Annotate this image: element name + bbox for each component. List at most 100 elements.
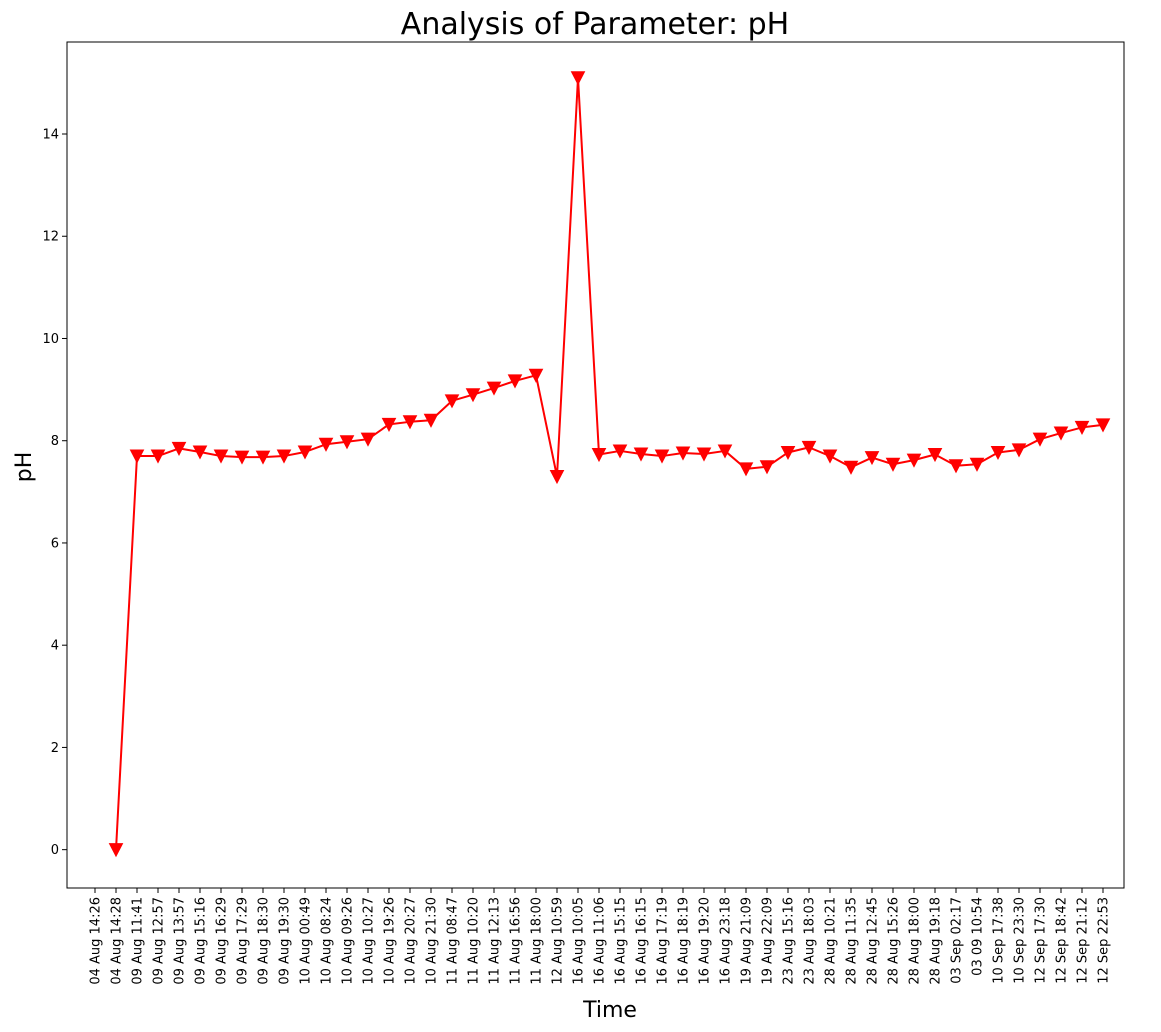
x-tick-label: 09 Aug 12:57 [152,897,167,985]
x-tick-label: 23 Aug 15:16 [782,897,797,985]
y-tick-label: 4 [51,639,59,654]
data-point [528,368,544,383]
data-point [948,459,964,474]
chart-title: Analysis of Parameter: pH [401,7,789,42]
x-tick-label: 28 Aug 11:35 [845,897,860,985]
y-axis: 0 2 4 6 8 10 12 14 [42,128,67,858]
data-point [402,415,418,430]
x-tick-label: 09 Aug 16:29 [215,897,230,985]
data-point [192,445,208,460]
data-point [591,448,607,463]
x-tick-label: 16 Aug 15:15 [614,897,629,985]
x-tick-label: 11 Aug 18:00 [530,897,545,985]
data-point [339,435,355,450]
x-tick-label: 16 Aug 23:18 [719,897,734,985]
data-point [213,449,229,464]
data-point [990,445,1006,461]
x-tick-label: 09 Aug 17:29 [236,897,251,985]
x-tick-label: 09 Aug 11:41 [131,897,146,985]
data-point [150,449,166,464]
data-point [1095,418,1111,433]
data-point [1011,443,1027,458]
data-point [381,417,397,432]
x-tick-label: 04 Aug 14:26 [89,897,104,985]
x-tick-label: 10 Aug 10:27 [362,897,377,985]
y-tick-label: 10 [42,332,59,347]
x-tick-label: 03 09 10:54 [971,897,986,976]
data-point [927,448,943,463]
data-point [633,447,649,462]
x-tick-label: 11 Aug 12:13 [488,897,503,985]
y-axis-label: pH [12,452,37,483]
data-point [906,453,922,468]
data-point [675,446,691,461]
series-layer [108,71,1111,858]
data-point [1074,420,1090,436]
x-tick-label: 09 Aug 15:16 [194,897,209,985]
x-tick-label: 11 Aug 10:20 [467,897,482,985]
data-point [486,381,502,396]
data-point [1032,432,1048,447]
x-tick-label: 10 Aug 08:24 [320,897,335,985]
plot-area: 0 2 4 6 8 10 12 14 04 Aug 14:26 04 Aug 14:28 09 A… [42,41,1125,985]
data-point [465,388,481,403]
x-tick-label: 28 Aug 15:26 [887,897,902,985]
x-tick-label: 12 Aug 10:59 [551,897,566,985]
x-axis-label: Time [582,998,637,1023]
x-tick-label: 16 Aug 16:15 [635,897,650,985]
x-tick-label: 28 Aug 19:18 [929,897,944,985]
data-point [864,451,880,466]
x-tick-label: 16 Aug 18:19 [677,897,692,985]
x-tick-label: 10 Aug 20:27 [404,897,419,985]
data-point [276,449,292,464]
y-tick-label: 6 [51,536,59,551]
data-point [423,413,439,428]
data-point [738,462,754,477]
data-point [255,450,271,465]
x-tick-label: 28 Aug 12:45 [866,897,881,985]
data-point [843,460,859,475]
x-tick-label: 04 Aug 14:28 [110,897,125,985]
x-tick-label: 11 Aug 16:56 [509,897,524,985]
y-tick-label: 12 [42,230,59,245]
y-tick-label: 0 [51,843,59,858]
x-tick-label: 10 Aug 00:49 [299,897,314,985]
data-point [318,437,334,452]
y-tick-label: 2 [51,741,59,756]
x-tick-label: 10 Sep 17:38 [992,897,1007,984]
x-tick-label: 10 Aug 19:26 [383,897,398,985]
x-tick-label: 28 Aug 10:21 [824,897,839,985]
data-point [696,447,712,462]
x-tick-label: 23 Aug 18:03 [803,897,818,985]
data-point [297,445,313,460]
x-tick-label: 16 Aug 11:06 [593,897,608,985]
data-point [1053,426,1069,441]
data-point [570,71,586,86]
data-point [507,374,523,389]
x-tick-label: 12 Sep 17:30 [1034,897,1049,984]
x-tick-label: 16 Aug 17:19 [656,897,671,985]
x-tick-label: 11 Aug 08:47 [446,897,461,985]
data-point [717,444,733,459]
x-tick-label: 28 Aug 18:00 [908,897,923,985]
x-tick-label: 09 Aug 13:57 [173,897,188,985]
data-point [759,460,775,475]
data-point [612,444,628,459]
x-tick-label: 10 Aug 21:30 [425,897,440,985]
x-tick-label: 10 Aug 09:26 [341,897,356,985]
x-tick-label: 09 Aug 18:30 [257,897,272,985]
x-tick-label: 19 Aug 22:09 [761,897,776,985]
data-point [654,449,670,464]
data-point [444,394,460,409]
data-point [234,450,250,465]
x-tick-label: 09 Aug 19:30 [278,897,293,985]
data-point [780,445,796,461]
x-tick-label: 12 Sep 21:12 [1076,897,1091,984]
x-tick-label: 03 Sep 02:17 [950,897,965,984]
y-tick-label: 8 [51,434,59,449]
data-point [129,449,145,464]
x-tick-label: 10 Sep 23:30 [1013,897,1028,984]
x-tick-label: 16 Aug 19:20 [698,897,713,985]
data-point [969,457,985,472]
